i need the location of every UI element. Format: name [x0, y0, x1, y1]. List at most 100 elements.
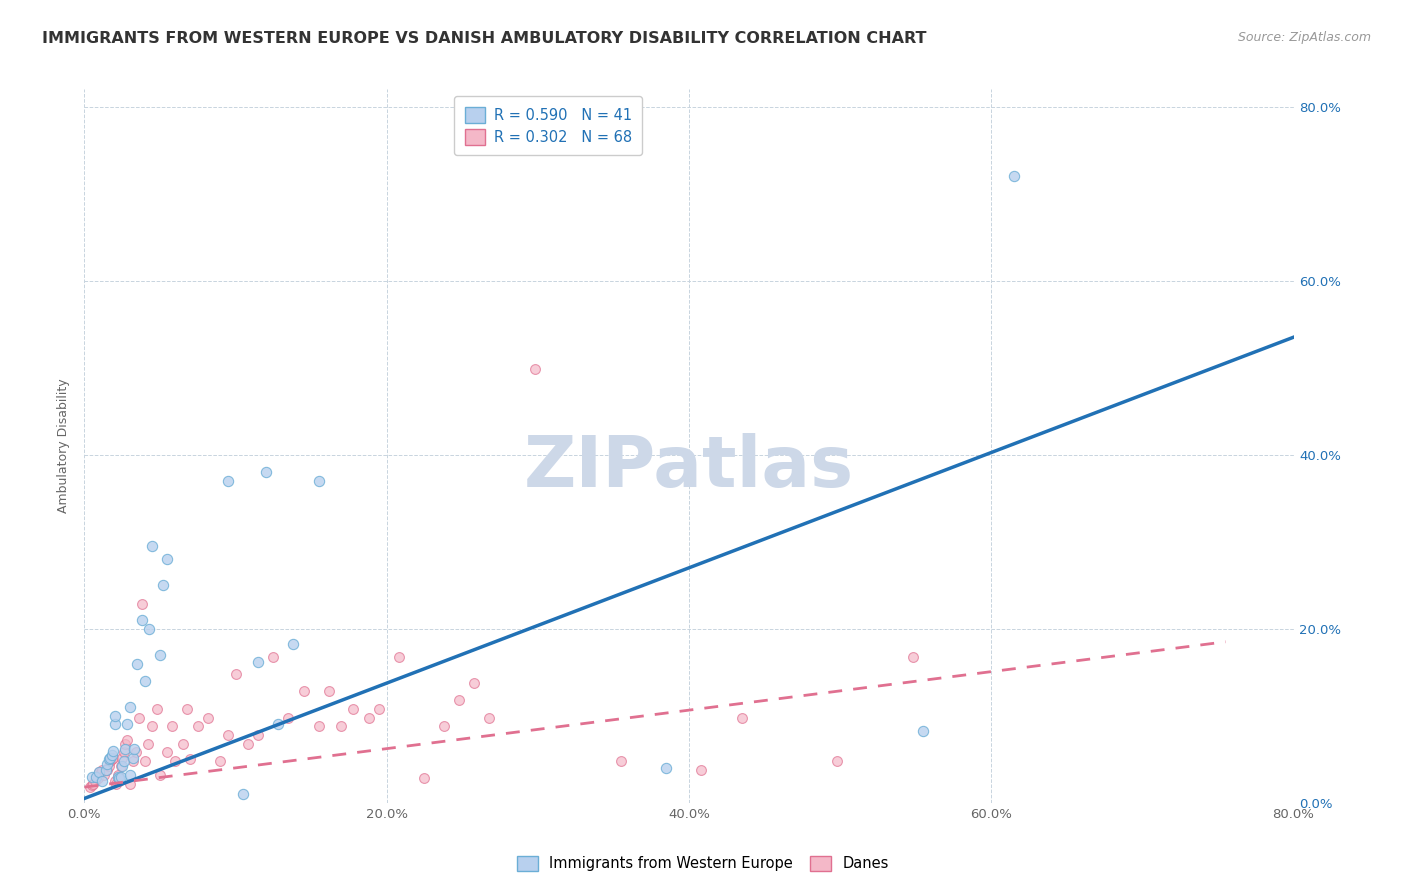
Point [101, 743, 124, 757]
Point [463, 675, 485, 690]
Point [128, 710, 150, 724]
Point [136, 737, 159, 751]
Point [80, 778, 103, 792]
Point [292, 684, 315, 698]
Point [165, 754, 187, 768]
Point [187, 719, 209, 733]
Point [131, 613, 153, 627]
Point [156, 552, 179, 566]
Point [122, 742, 145, 756]
Point [156, 745, 179, 759]
Point [449, 693, 471, 707]
Text: Source: ZipAtlas.com: Source: ZipAtlas.com [1237, 31, 1371, 45]
Point [94, 763, 117, 777]
Point [308, 719, 330, 733]
Point [104, 717, 127, 731]
Point [110, 770, 132, 784]
Point [97, 752, 120, 766]
Point [217, 728, 239, 742]
Point [96, 756, 118, 771]
Point [121, 750, 143, 764]
Point [125, 745, 148, 759]
Point [131, 598, 153, 612]
Point [330, 719, 353, 733]
Point [388, 649, 411, 664]
Legend: R = 0.590   N = 41, R = 0.302   N = 68: R = 0.590 N = 41, R = 0.302 N = 68 [454, 96, 643, 155]
Point [176, 702, 198, 716]
Point [112, 754, 135, 768]
Point [610, 754, 633, 768]
Point [146, 702, 169, 716]
Text: IMMIGRANTS FROM WESTERN EUROPE VS DANISH AMBULATORY DISABILITY CORRELATION CHART: IMMIGRANTS FROM WESTERN EUROPE VS DANISH… [42, 31, 927, 46]
Point [110, 759, 132, 773]
Point [87, 772, 110, 786]
Point [86, 770, 108, 784]
Point [91, 774, 114, 789]
Point [308, 474, 330, 488]
Point [97, 759, 120, 773]
Point [277, 710, 299, 724]
Point [141, 719, 163, 733]
Point [149, 768, 172, 782]
Point [79, 780, 101, 794]
Point [357, 710, 380, 724]
Point [523, 362, 546, 376]
Point [89, 765, 111, 780]
Point [118, 700, 141, 714]
Point [152, 578, 174, 592]
Point [172, 737, 194, 751]
Point [127, 657, 149, 671]
Point [89, 765, 111, 780]
Point [217, 474, 239, 488]
Text: ZIPatlas: ZIPatlas [524, 433, 853, 502]
Point [413, 772, 436, 786]
Point [197, 710, 219, 724]
Point [86, 770, 108, 784]
Point [98, 750, 121, 764]
Point [247, 655, 270, 669]
Point [690, 763, 713, 777]
Point [160, 719, 183, 733]
Y-axis label: Ambulatory Disability: Ambulatory Disability [58, 379, 70, 513]
Point [82, 777, 104, 791]
Point [254, 465, 277, 479]
Point [96, 763, 118, 777]
Point [209, 754, 232, 768]
Point [247, 728, 270, 742]
Point [104, 708, 127, 723]
Point [731, 710, 754, 724]
Point [262, 649, 284, 664]
Point [91, 763, 114, 777]
Point [105, 777, 128, 791]
Point [101, 750, 124, 764]
Point [318, 684, 340, 698]
Legend: Immigrants from Western Europe, Danes: Immigrants from Western Europe, Danes [509, 847, 897, 880]
Point [149, 648, 172, 662]
Point [141, 539, 163, 553]
Point [111, 750, 134, 764]
Point [342, 702, 364, 716]
Point [901, 649, 924, 664]
Point [912, 724, 935, 739]
Point [114, 742, 136, 756]
Point [281, 637, 304, 651]
Point [118, 777, 141, 791]
Point [108, 774, 131, 789]
Point [825, 754, 848, 768]
Point [179, 752, 201, 766]
Point [138, 622, 160, 636]
Point [108, 772, 131, 786]
Point [121, 754, 143, 768]
Point [90, 765, 112, 780]
Point [433, 719, 456, 733]
Point [80, 770, 103, 784]
Point [267, 717, 290, 731]
Point [225, 667, 247, 681]
Point [134, 673, 156, 688]
Point [111, 759, 134, 773]
Point [98, 754, 121, 768]
Point [1002, 169, 1025, 184]
Point [107, 770, 129, 784]
Point [100, 752, 122, 766]
Point [115, 717, 138, 731]
